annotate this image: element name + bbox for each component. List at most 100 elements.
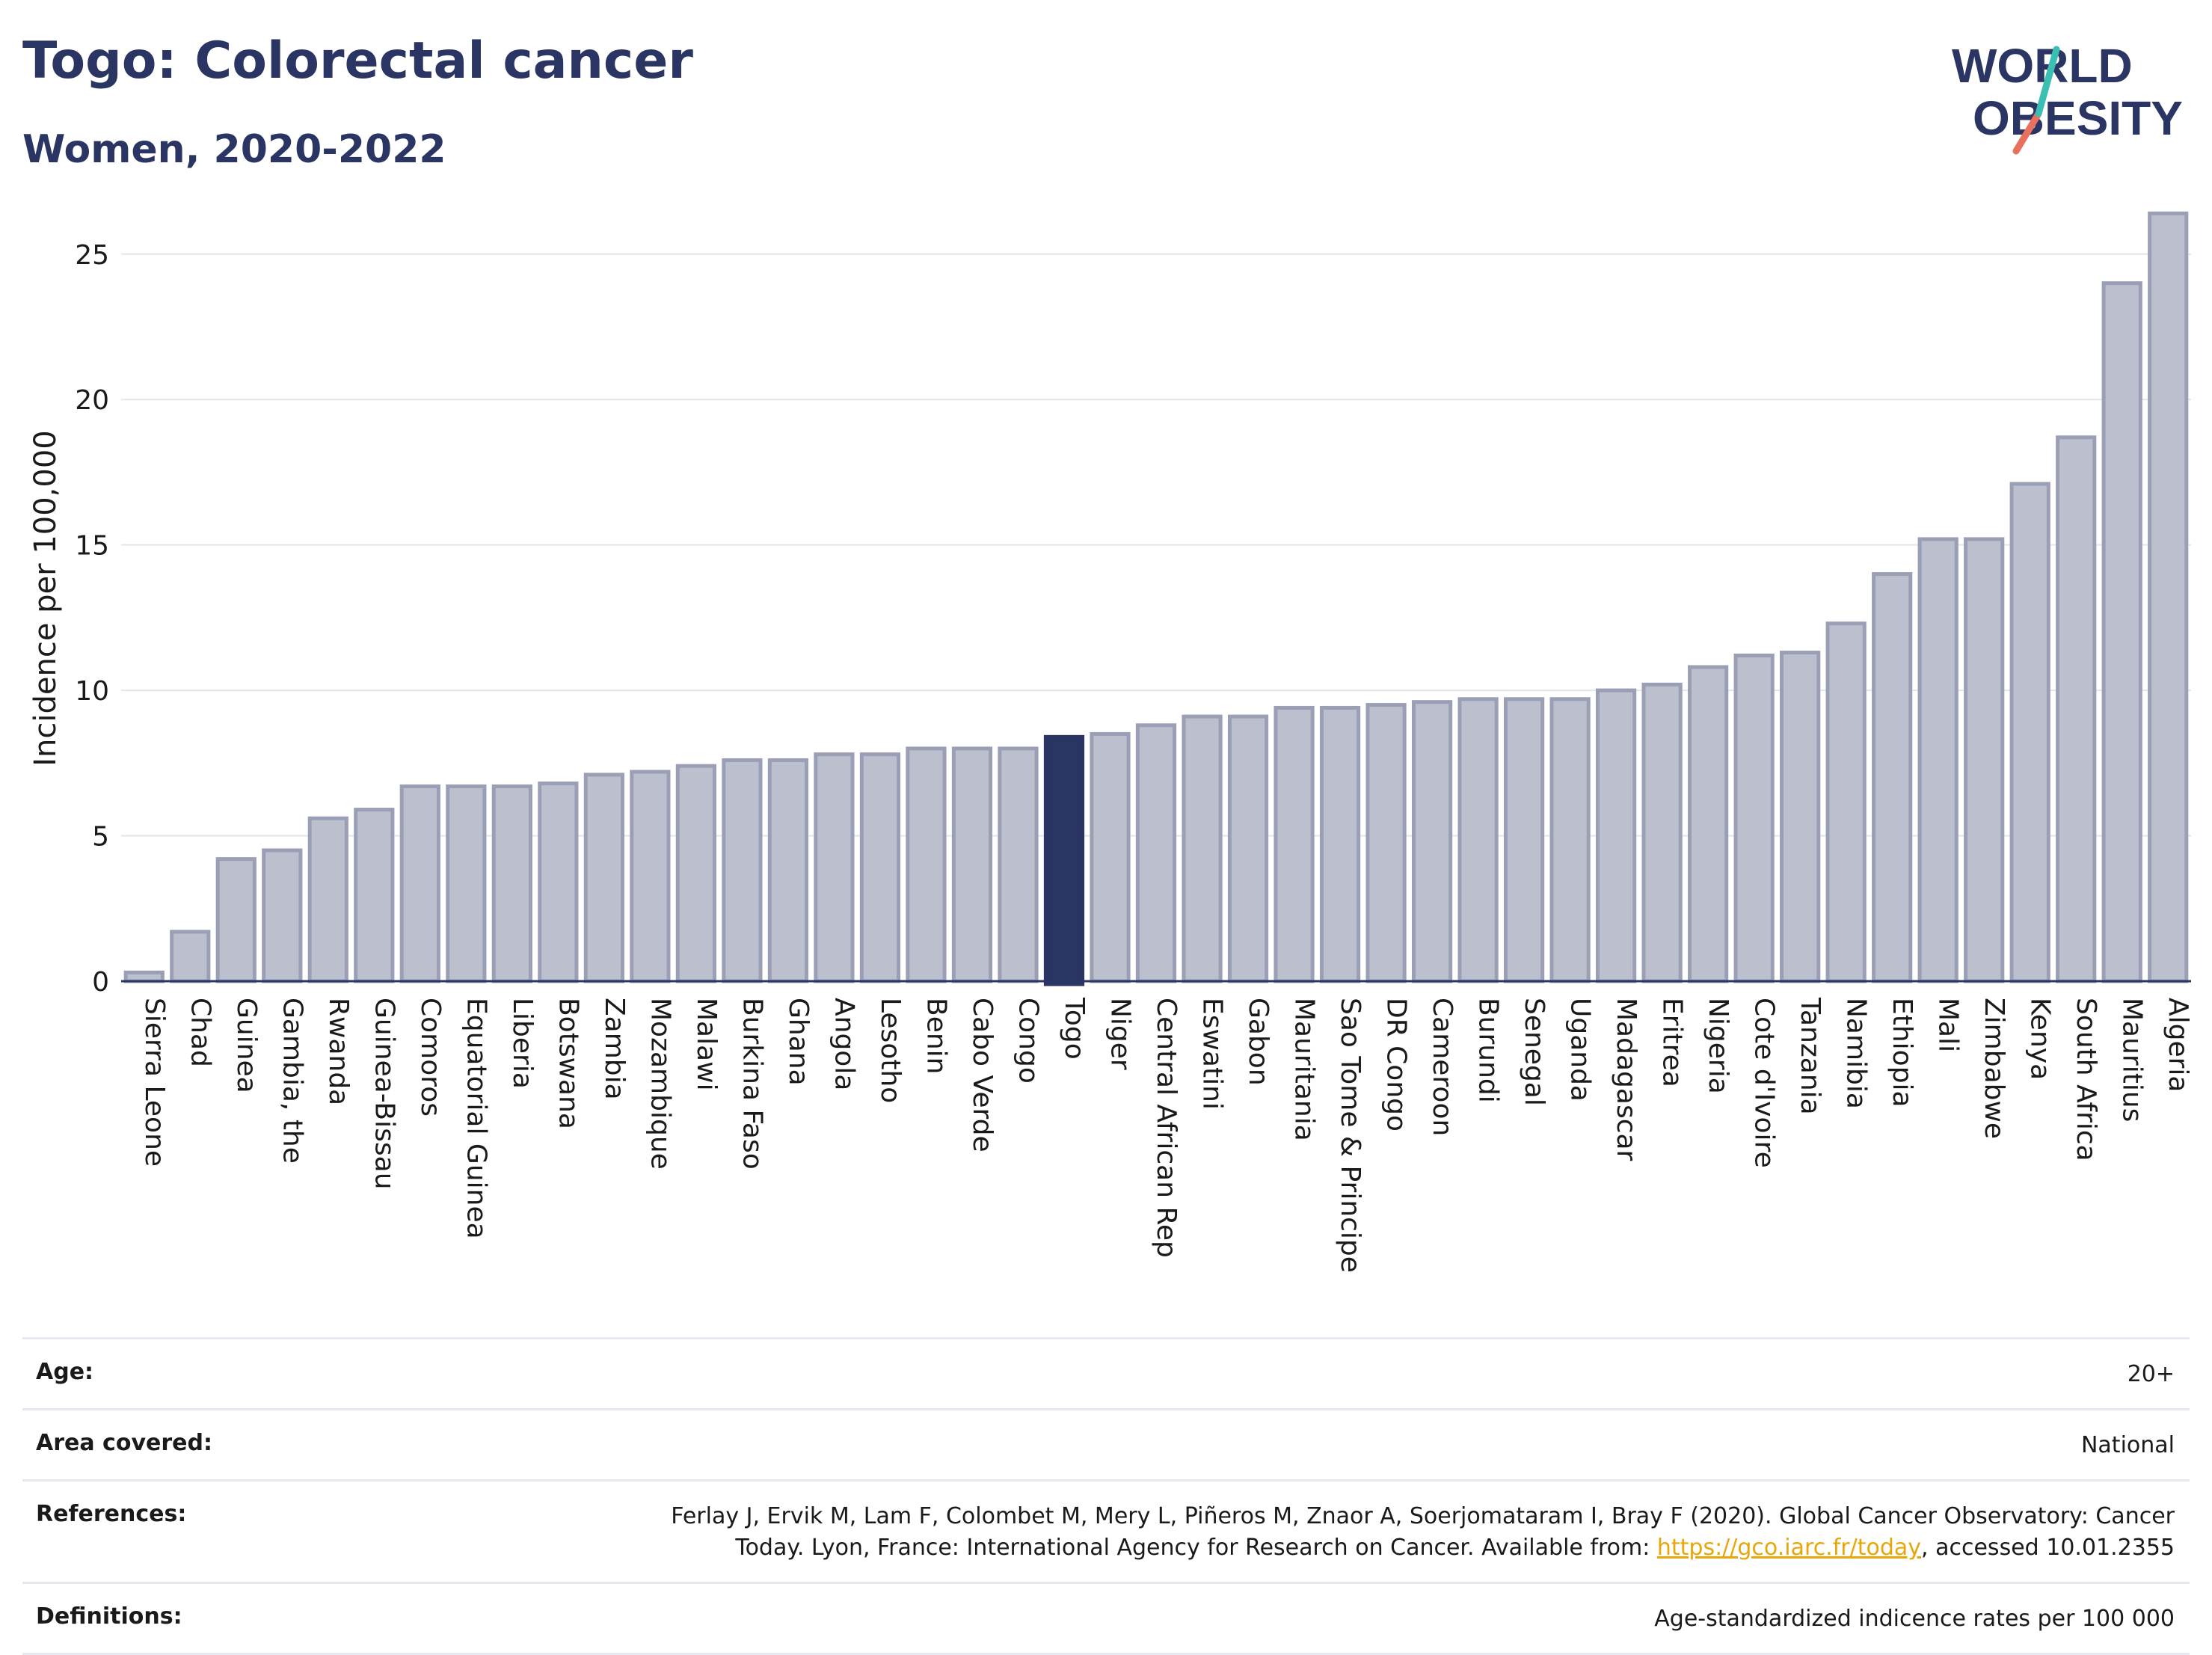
- y-tick-label: 5: [92, 822, 109, 853]
- info-table: Age: 20+ Area covered: National Referenc…: [22, 1337, 2190, 1655]
- bar-dr-congo: [1365, 703, 1407, 983]
- x-tick-label: Cote d'Ivoire: [1749, 998, 1780, 1168]
- bar-benin: [906, 746, 947, 983]
- references-row: References: Ferlay J, Ervik M, Lam F, Co…: [22, 1479, 2190, 1582]
- bar-chart: 0 5 10 15 20 25 Sierra Leone Chad Guinea Gambia,…: [28, 211, 2193, 1273]
- x-tick-label: Botswana: [553, 998, 583, 1129]
- x-tick-label: DR Congo: [1381, 998, 1412, 1132]
- x-tick-label: Sierra Leone: [139, 998, 170, 1167]
- bar-angola: [814, 752, 855, 983]
- x-tick-labels: Sierra Leone Chad Guinea Gambia, the Rwanda G…: [139, 997, 2193, 1273]
- x-tick-label: Namibia: [1841, 998, 1872, 1109]
- bar-uganda: [1549, 697, 1591, 983]
- bar-niger: [1090, 731, 1131, 983]
- bar-gambia-the: [262, 848, 303, 983]
- bar-gabon: [1227, 714, 1269, 983]
- x-tick-label: Malawi: [691, 998, 722, 1091]
- x-tick-label: Mauritania: [1289, 998, 1320, 1141]
- bar-botswana: [538, 782, 579, 983]
- bar-cameroon: [1411, 700, 1453, 983]
- x-tick-label: Togo: [1059, 997, 1090, 1060]
- bar-rwanda: [307, 816, 348, 983]
- y-axis-label: Incidence per 100,000: [28, 430, 63, 767]
- area-value: National: [2080, 1432, 2175, 1458]
- bar-mozambique: [630, 770, 671, 983]
- bar-namibia: [1825, 621, 1867, 983]
- chart-title: Togo: Colorectal cancer: [22, 31, 693, 90]
- bar-malawi: [675, 764, 716, 983]
- x-tick-label: Madagascar: [1611, 998, 1641, 1161]
- bar-mali: [1917, 537, 1958, 983]
- bar-south-africa: [2056, 435, 2097, 983]
- x-tick-label: Lesotho: [875, 998, 906, 1103]
- logo-line2: OBESITY: [1973, 91, 2183, 145]
- bar-central-african-rep: [1135, 723, 1177, 983]
- definitions-label: Definitions:: [36, 1603, 182, 1630]
- x-tick-label: Cameroon: [1427, 998, 1457, 1136]
- references-line2-prefix: Today. Lyon, France: International Agenc…: [735, 1535, 1657, 1561]
- x-tick-label: Niger: [1105, 998, 1135, 1070]
- x-tick-label: Rwanda: [323, 998, 354, 1105]
- bar-liberia: [491, 784, 532, 983]
- x-tick-label: Ghana: [783, 998, 814, 1086]
- logo-slash-teal: [2035, 46, 2060, 117]
- x-tick-label: Kenya: [2025, 998, 2056, 1080]
- bar-burundi: [1457, 697, 1499, 983]
- bar-kenya: [2009, 482, 2050, 983]
- x-tick-label: Cabo Verde: [967, 998, 998, 1152]
- references-line1: Ferlay J, Ervik M, Lam F, Colombet M, Me…: [671, 1503, 2175, 1529]
- x-tick-label: Algeria: [2163, 998, 2193, 1093]
- bar-mauritania: [1274, 705, 1315, 983]
- chart-subtitle: Women, 2020-2022: [22, 127, 446, 172]
- bar-sao-tome-principe: [1319, 705, 1361, 983]
- bar-ghana: [767, 758, 809, 983]
- references-link[interactable]: https://gco.iarc.fr/today: [1656, 1535, 1922, 1561]
- references-label: References:: [36, 1501, 187, 1527]
- x-tick-label: Tanzania: [1795, 997, 1825, 1115]
- bar-nigeria: [1688, 665, 1729, 983]
- bar-ethiopia: [1872, 572, 1913, 983]
- bar-congo: [998, 746, 1039, 983]
- bar-chad: [170, 930, 211, 983]
- x-tick-label: Zambia: [599, 998, 630, 1100]
- age-value: 20+: [2127, 1361, 2175, 1387]
- x-tick-label: Congo: [1013, 998, 1043, 1084]
- bar-eswatini: [1182, 714, 1223, 983]
- area-row: Area covered: National: [22, 1408, 2190, 1479]
- bar-senegal: [1503, 697, 1545, 983]
- x-tick-label: Burundi: [1473, 998, 1504, 1103]
- bar-zambia: [583, 773, 624, 983]
- x-tick-label: Angola: [829, 998, 859, 1090]
- x-tick-label: Mauritius: [2117, 998, 2148, 1122]
- x-tick-label: Chad: [185, 998, 215, 1067]
- logo-slash-red: [2012, 110, 2042, 155]
- x-tick-label: South Africa: [2071, 998, 2101, 1161]
- bar-cote-d-ivoire: [1733, 653, 1775, 983]
- x-tick-label: Ethiopia: [1887, 998, 1917, 1108]
- y-tick-labels: 0 5 10 15 20 25: [75, 240, 109, 998]
- x-tick-label: Central African Rep: [1151, 998, 1182, 1258]
- x-tick-label: Guinea: [231, 998, 262, 1093]
- age-label: Age:: [36, 1359, 94, 1385]
- definitions-value: Age-standardized indicence rates per 100…: [1654, 1606, 2175, 1632]
- y-tick-label: 10: [75, 676, 109, 707]
- x-tick-label: Burkina Faso: [737, 998, 767, 1170]
- bar-cabo-verde: [951, 746, 993, 983]
- logo-line1: WORLD: [1952, 39, 2133, 93]
- x-tick-label: Senegal: [1519, 998, 1549, 1106]
- bars: [123, 211, 2189, 986]
- bar-sierra-leone: [123, 970, 165, 983]
- area-label: Area covered:: [36, 1430, 212, 1456]
- x-tick-label: Nigeria: [1703, 998, 1733, 1094]
- x-tick-label: Sao Tome & Principe: [1335, 998, 1365, 1273]
- bar-madagascar: [1596, 688, 1637, 983]
- bar-zimbabwe: [1964, 537, 2005, 983]
- bar-guinea: [215, 857, 256, 983]
- bar-togo: [1043, 734, 1085, 986]
- world-obesity-logo: WORLD OBESITY: [1952, 39, 2183, 155]
- x-tick-label: Zimbabwe: [1979, 998, 2009, 1139]
- x-tick-label: Eswatini: [1197, 998, 1228, 1110]
- x-tick-label: Gambia, the: [277, 998, 307, 1164]
- y-tick-label: 20: [75, 385, 109, 416]
- bar-eritrea: [1641, 682, 1683, 983]
